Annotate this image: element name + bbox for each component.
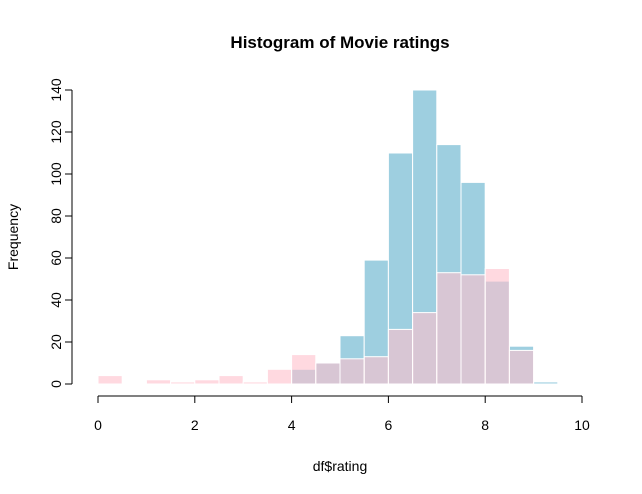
bars-group <box>97 89 559 385</box>
bar-series2-bin-9 <box>315 362 341 385</box>
bar-series2-bin-16 <box>484 268 510 385</box>
bar-series2-bin-15 <box>460 274 486 385</box>
chart-title: Histogram of Movie ratings <box>230 33 449 52</box>
y-tick-label: 0 <box>48 380 64 388</box>
bar-series2-bin-14 <box>436 272 462 385</box>
bar-series2-bin-10 <box>339 358 365 385</box>
bar-series2-bin-8 <box>291 354 317 385</box>
bar-series2-bin-2 <box>145 379 172 385</box>
bar-series2-bin-4 <box>194 379 220 385</box>
x-tick-label: 4 <box>288 417 296 433</box>
bar-series1-bin-10 <box>533 381 559 385</box>
bar-series2-bin-0 <box>97 375 123 385</box>
x-tick-label: 2 <box>191 417 199 433</box>
y-tick-label: 40 <box>48 292 64 308</box>
x-tick-label: 6 <box>385 417 393 433</box>
x-axis-label: df$rating <box>313 458 367 474</box>
y-tick-label: 140 <box>48 78 64 102</box>
y-tick-label: 20 <box>48 334 64 350</box>
bar-series2-bin-11 <box>363 356 389 385</box>
y-axis: 0 20 40 60 80 100 120 140 <box>48 78 73 388</box>
y-axis-label: Frequency <box>5 204 21 270</box>
y-tick-label: 80 <box>48 208 64 224</box>
bar-series2-bin-6 <box>242 381 268 385</box>
bar-series2-bin-3 <box>170 381 196 385</box>
x-tick-label: 0 <box>94 417 102 433</box>
y-tick-label: 120 <box>48 120 64 144</box>
x-tick-label: 8 <box>481 417 489 433</box>
bar-series2-bin-7 <box>266 368 293 385</box>
bar-series2-bin-5 <box>218 375 244 385</box>
bar-series2-bin-13 <box>412 312 438 385</box>
x-tick-label: 10 <box>574 417 590 433</box>
y-tick-label: 100 <box>48 162 64 186</box>
bar-series2-bin-12 <box>387 328 414 385</box>
y-tick-label: 60 <box>48 250 64 266</box>
bar-series2-bin-17 <box>508 349 535 385</box>
x-axis: 0 2 4 6 8 10 <box>94 395 590 433</box>
